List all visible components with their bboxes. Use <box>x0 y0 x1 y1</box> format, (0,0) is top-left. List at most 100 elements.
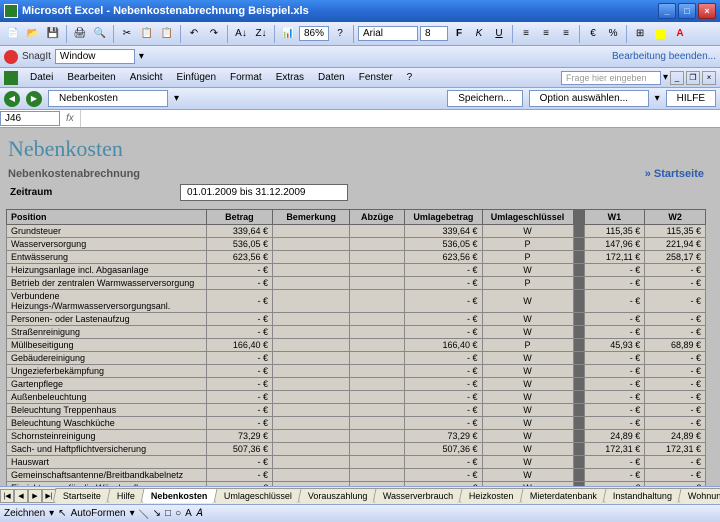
sheet-tab[interactable]: Nebenkosten <box>140 488 218 503</box>
arrow-icon[interactable]: ↘ <box>153 508 161 519</box>
cell-bemerkung[interactable] <box>272 417 349 430</box>
cell-abzuege[interactable] <box>350 417 405 430</box>
autoformen-dropdown-icon[interactable]: ▾ <box>130 508 135 519</box>
cell-betrag[interactable]: - € <box>206 313 272 326</box>
cell-umlageschluessel[interactable]: P <box>482 238 573 251</box>
cell-w1[interactable]: 45,93 € <box>584 339 645 352</box>
cell-w2[interactable]: 68,89 € <box>645 339 706 352</box>
cell-w1[interactable]: - € <box>584 313 645 326</box>
cell-bemerkung[interactable] <box>272 264 349 277</box>
cell-betrag[interactable]: - € <box>206 277 272 290</box>
oval-icon[interactable]: ○ <box>175 508 181 519</box>
table-row[interactable]: Sach- und Haftpflichtversicherung 507,36 … <box>7 443 706 456</box>
cell-betrag[interactable]: - € <box>206 456 272 469</box>
table-row[interactable]: Grundsteuer339,64 €339,64 €W115,35 €115,… <box>7 225 706 238</box>
cell-w2[interactable]: - € <box>645 378 706 391</box>
cell-bemerkung[interactable] <box>272 339 349 352</box>
save-icon[interactable]: 💾 <box>44 25 62 43</box>
cell-betrag[interactable]: 166,40 € <box>206 339 272 352</box>
cell-abzuege[interactable] <box>350 290 405 313</box>
table-row[interactable]: Beleuchtung Waschküche- €- €W- €- € <box>7 417 706 430</box>
menu-datei[interactable]: Datei <box>24 70 59 85</box>
cell-abzuege[interactable] <box>350 456 405 469</box>
cell-bemerkung[interactable] <box>272 238 349 251</box>
cell-w2[interactable]: - € <box>645 290 706 313</box>
cell-umlageschluessel[interactable]: W <box>482 391 573 404</box>
cell-abzuege[interactable] <box>350 365 405 378</box>
sheet-tab[interactable]: Startseite <box>52 488 111 503</box>
startseite-link[interactable]: » Startseite <box>645 168 704 180</box>
cell-position[interactable]: Betrieb der zentralen Warmwasserversorgu… <box>7 277 207 290</box>
cell-betrag[interactable]: - € <box>206 326 272 339</box>
select-icon[interactable]: ↖ <box>58 508 66 519</box>
sheet-tab[interactable]: Wasserverbrauch <box>373 488 464 503</box>
cell-umlagebetrag[interactable]: 623,56 € <box>405 251 482 264</box>
cell-umlagebetrag[interactable]: 166,40 € <box>405 339 482 352</box>
cell-w2[interactable]: - € <box>645 277 706 290</box>
nav-forward-button[interactable]: ▶ <box>26 91 42 107</box>
cell-bemerkung[interactable] <box>272 225 349 238</box>
menu-daten[interactable]: Daten <box>312 70 351 85</box>
zoom-combo[interactable]: 86% <box>299 26 329 41</box>
bold-icon[interactable]: F <box>450 25 468 43</box>
cell-betrag[interactable]: - € <box>206 352 272 365</box>
cell-position[interactable]: Sach- und Haftpflichtversicherung <box>7 443 207 456</box>
fontsize-combo[interactable]: 8 <box>420 26 448 41</box>
cell-umlageschluessel[interactable]: W <box>482 313 573 326</box>
cell-umlageschluessel[interactable]: W <box>482 365 573 378</box>
cell-w1[interactable]: 172,11 € <box>584 251 645 264</box>
cell-position[interactable]: Gebäudereinigung <box>7 352 207 365</box>
combo-dropdown-icon[interactable]: ▾ <box>174 93 179 104</box>
cell-w1[interactable]: 24,89 € <box>584 430 645 443</box>
help-search[interactable]: Frage hier eingeben <box>561 71 661 85</box>
cell-position[interactable]: Müllbeseitigung <box>7 339 207 352</box>
snagit-icon[interactable] <box>4 50 18 64</box>
sheet-tab[interactable]: Hilfe <box>106 488 145 503</box>
sheet-tab[interactable]: Instandhaltung <box>602 488 682 503</box>
cell-position[interactable]: Schornsteinreinigung <box>7 430 207 443</box>
name-box[interactable]: J46 <box>0 111 60 126</box>
cell-betrag[interactable]: - € <box>206 290 272 313</box>
currency-icon[interactable]: € <box>584 25 602 43</box>
sheet-tab[interactable]: Vorauszahlung <box>297 488 378 503</box>
cell-abzuege[interactable] <box>350 404 405 417</box>
borders-icon[interactable]: ⊞ <box>631 25 649 43</box>
table-row[interactable]: Gebäudereinigung- €- €W- €- € <box>7 352 706 365</box>
preview-icon[interactable]: 🔍 <box>91 25 109 43</box>
cell-umlagebetrag[interactable]: - € <box>405 417 482 430</box>
sheet-tab[interactable]: Mieterdatenbank <box>519 488 607 503</box>
cell-position[interactable]: Entwässerung <box>7 251 207 264</box>
cell-umlagebetrag[interactable]: - € <box>405 469 482 482</box>
cell-w2[interactable]: - € <box>645 264 706 277</box>
sheet-tab[interactable]: Wohnung1 <box>677 488 720 503</box>
cell-umlagebetrag[interactable]: 507,36 € <box>405 443 482 456</box>
cell-abzuege[interactable] <box>350 391 405 404</box>
worksheet-area[interactable]: Nebenkosten Nebenkostenabrechnung » Star… <box>0 128 720 496</box>
zeichnen-menu[interactable]: Zeichnen <box>4 508 45 519</box>
paste-icon[interactable]: 📋 <box>158 25 176 43</box>
cell-position[interactable]: Ungezieferbekämpfung <box>7 365 207 378</box>
cell-w2[interactable]: 258,17 € <box>645 251 706 264</box>
wordart-icon[interactable]: 𝐴 <box>196 508 203 519</box>
italic-icon[interactable]: K <box>470 25 488 43</box>
cell-w1[interactable]: - € <box>584 352 645 365</box>
tab-first-button[interactable]: |◀ <box>0 489 14 503</box>
sheet-name-combo[interactable]: Nebenkosten <box>48 90 168 107</box>
align-right-icon[interactable]: ≡ <box>557 25 575 43</box>
cell-umlageschluessel[interactable]: W <box>482 326 573 339</box>
cell-w2[interactable]: - € <box>645 417 706 430</box>
cell-w2[interactable]: - € <box>645 313 706 326</box>
cell-umlagebetrag[interactable]: - € <box>405 365 482 378</box>
cell-position[interactable]: Straßenreinigung <box>7 326 207 339</box>
cell-position[interactable]: Wasserversorgung <box>7 238 207 251</box>
redo-icon[interactable]: ↷ <box>205 25 223 43</box>
cell-betrag[interactable]: 623,56 € <box>206 251 272 264</box>
cell-bemerkung[interactable] <box>272 391 349 404</box>
cell-betrag[interactable]: - € <box>206 404 272 417</box>
snagit-dropdown-icon[interactable]: ▾ <box>139 51 144 62</box>
workbook-restore-button[interactable]: ❐ <box>686 71 700 85</box>
textbox-icon[interactable]: A <box>185 508 192 519</box>
cell-umlagebetrag[interactable]: - € <box>405 313 482 326</box>
cell-position[interactable]: Beleuchtung Waschküche <box>7 417 207 430</box>
cell-bemerkung[interactable] <box>272 456 349 469</box>
